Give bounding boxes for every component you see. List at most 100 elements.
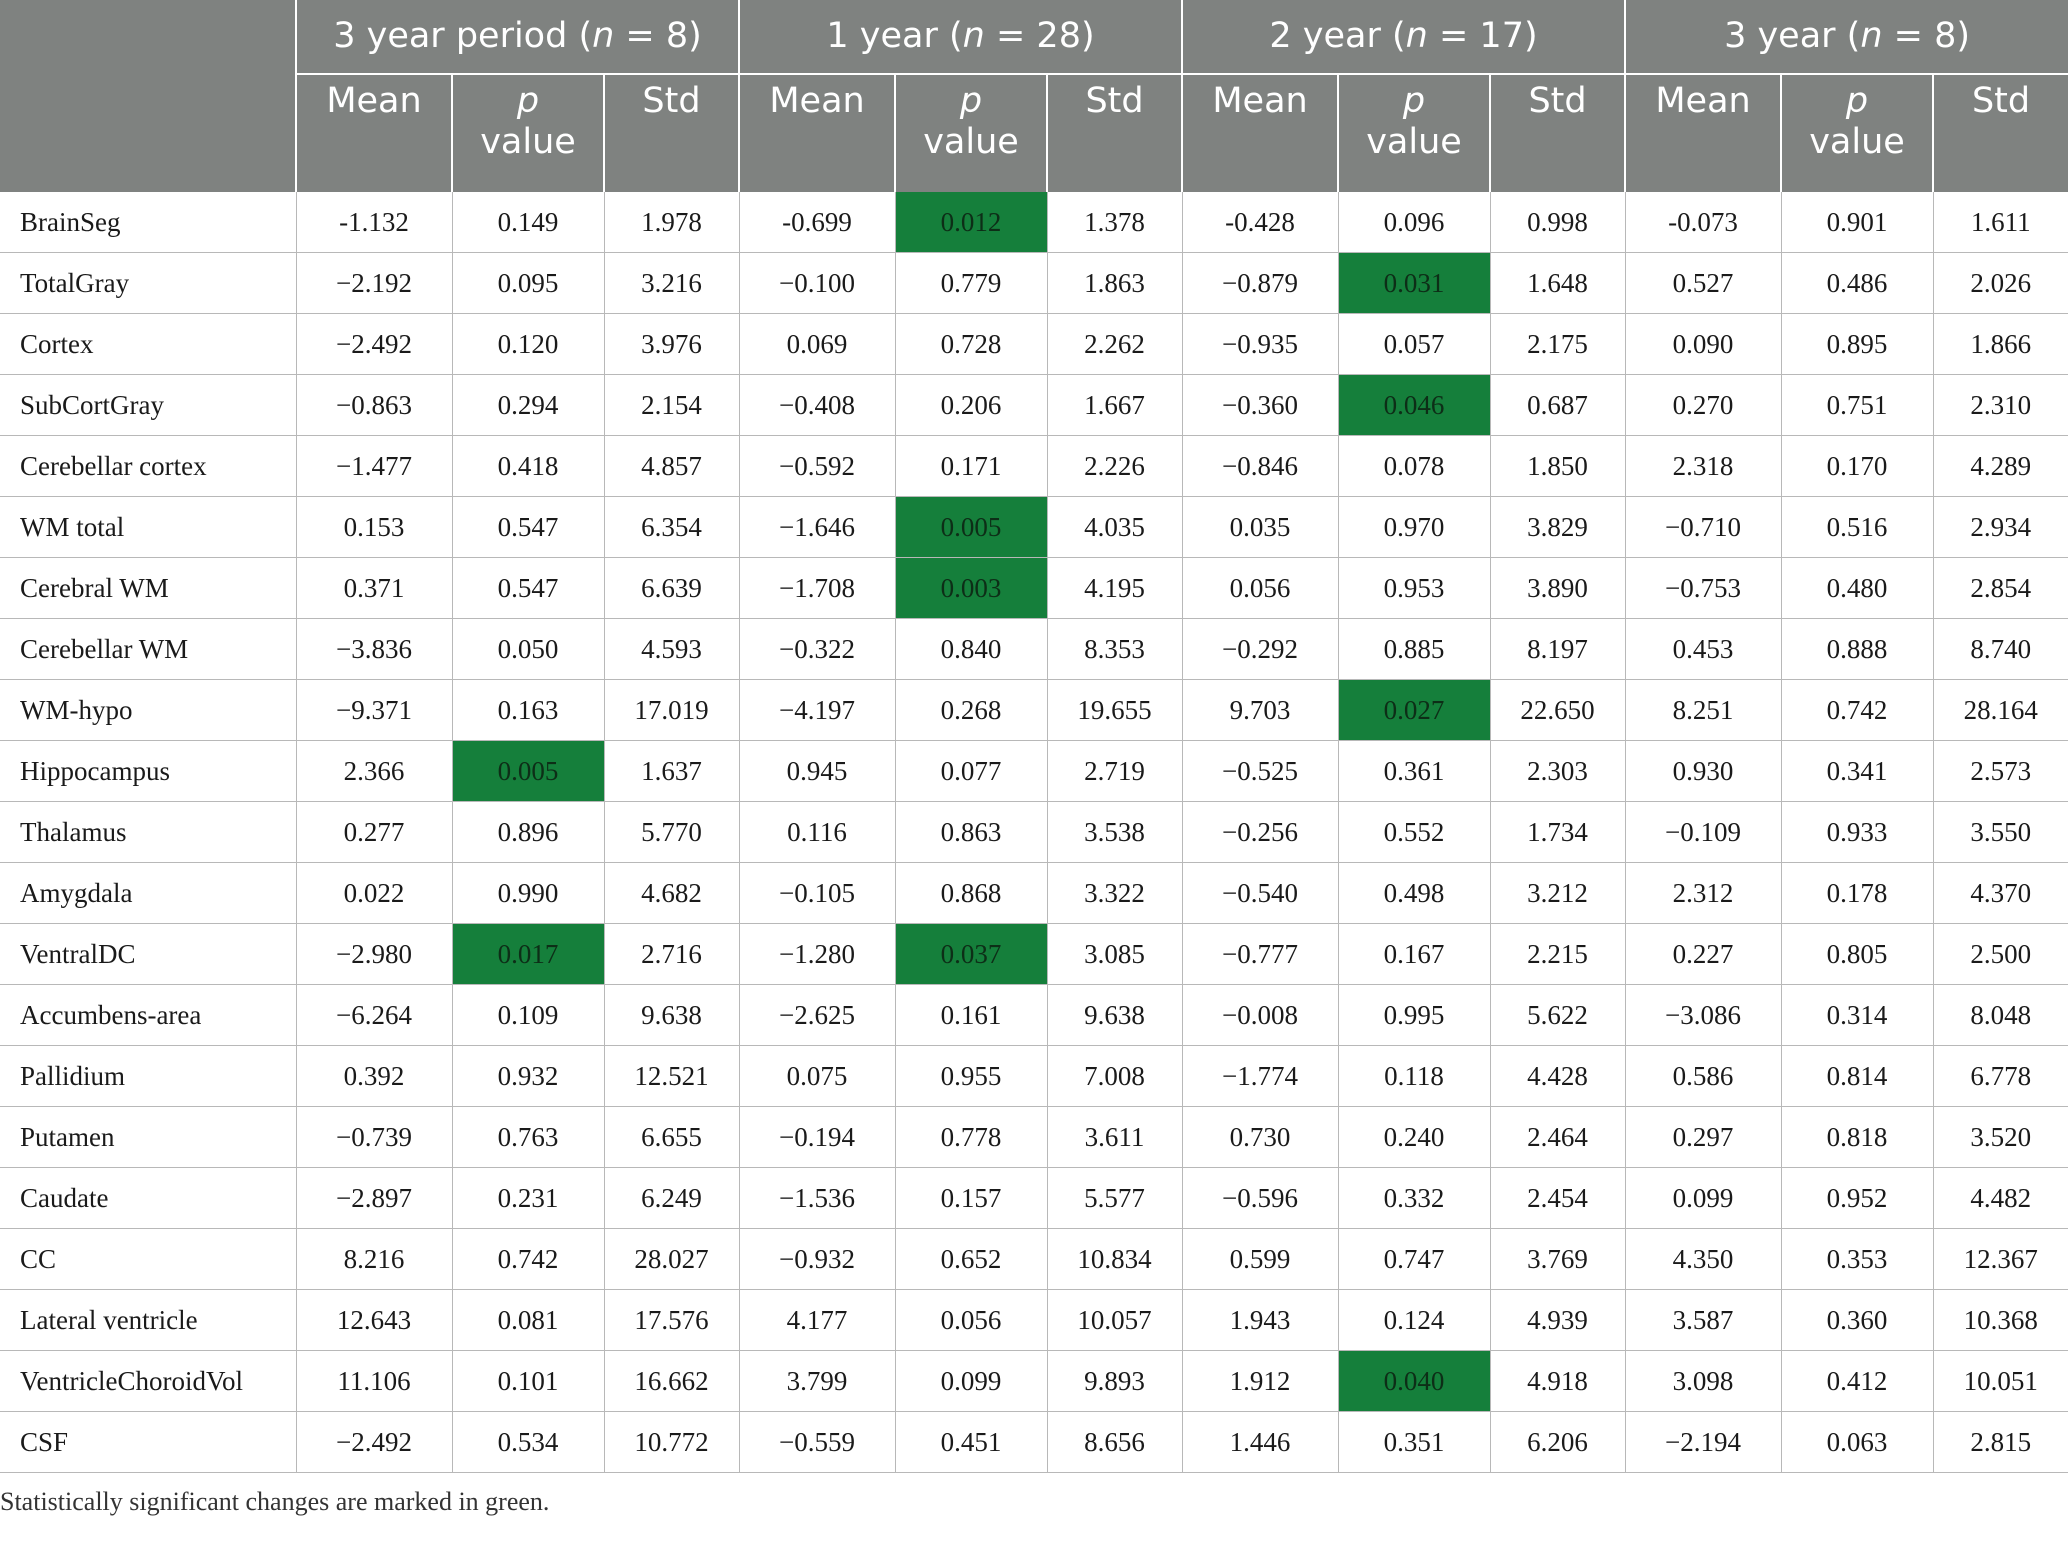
row-label: Putamen	[0, 1106, 297, 1168]
row-label: CC	[0, 1228, 297, 1290]
mean-cell: 11.106	[295, 1350, 453, 1412]
table-header: 3 year period (n = 8) 1 year (n = 28) 2 ye…	[0, 0, 2068, 192]
p-value-cell: 0.353	[1780, 1228, 1934, 1290]
mean-cell: 0.945	[738, 740, 896, 802]
std-cell: 28.027	[603, 1228, 740, 1290]
mean-cell: 0.599	[1181, 1228, 1339, 1290]
p-value-cell: 0.050	[451, 618, 605, 680]
mean-cell: −1.477	[295, 435, 453, 497]
row-label: Cortex	[0, 313, 297, 375]
mean-cell: 0.453	[1624, 618, 1782, 680]
std-cell: 6.639	[603, 557, 740, 619]
p-value-cell: 0.498	[1337, 862, 1491, 924]
p-value-cell: 0.351	[1337, 1411, 1491, 1473]
std-cell: 10.772	[603, 1411, 740, 1473]
table-row: TotalGray −2.192 0.095 3.216 −0.100 0.779 1.86…	[0, 252, 2068, 314]
mean-cell: −0.109	[1624, 801, 1782, 863]
p-value-cell: 0.552	[1337, 801, 1491, 863]
std-cell: 4.289	[1932, 435, 2068, 497]
row-label: WM total	[0, 496, 297, 558]
p-value-cell: 0.953	[1337, 557, 1491, 619]
mean-cell: −2.192	[295, 252, 453, 314]
std-cell: 5.622	[1489, 984, 1626, 1046]
std-cell: 3.212	[1489, 862, 1626, 924]
p-value-cell: 0.486	[1780, 252, 1934, 314]
p-value-cell: 0.534	[451, 1411, 605, 1473]
std-cell: 2.026	[1932, 252, 2068, 314]
p-value-cell: 0.888	[1780, 618, 1934, 680]
p-value-cell: 0.163	[451, 679, 605, 741]
p-value-cell: 0.778	[894, 1106, 1048, 1168]
significant-p-value-cell: 0.003	[894, 557, 1048, 619]
mean-cell: −0.100	[738, 252, 896, 314]
std-cell: 1.850	[1489, 435, 1626, 497]
p-value-cell: 0.120	[451, 313, 605, 375]
std-cell: 6.206	[1489, 1411, 1626, 1473]
std-cell: 5.577	[1046, 1167, 1183, 1229]
p-value-cell: 0.901	[1780, 192, 1934, 253]
mean-cell: −0.256	[1181, 801, 1339, 863]
std-cell: 2.262	[1046, 313, 1183, 375]
std-cell: 1.611	[1932, 192, 2068, 253]
p-value-cell: 0.751	[1780, 374, 1934, 436]
std-cell: 2.454	[1489, 1167, 1626, 1229]
std-cell: 1.863	[1046, 252, 1183, 314]
p-value-cell: 0.763	[451, 1106, 605, 1168]
mean-cell: −0.932	[738, 1228, 896, 1290]
std-cell: 2.854	[1932, 557, 2068, 619]
p-value-cell: 0.868	[894, 862, 1048, 924]
mean-cell: -0.073	[1624, 192, 1782, 253]
mean-cell: −1.280	[738, 923, 896, 985]
row-label: Amygdala	[0, 862, 297, 924]
mean-cell: −0.105	[738, 862, 896, 924]
p-value-cell: 0.805	[1780, 923, 1934, 985]
table-row: Cerebellar WM −3.836 0.050 4.593 −0.322 0.840…	[0, 618, 2068, 680]
row-label: BrainSeg	[0, 192, 297, 253]
mean-cell: −0.753	[1624, 557, 1782, 619]
table-row: Cortex −2.492 0.120 3.976 0.069 0.728 2.262 −0.…	[0, 313, 2068, 375]
std-cell: 2.719	[1046, 740, 1183, 802]
row-label: VentricleChoroidVol	[0, 1350, 297, 1412]
std-cell: 4.939	[1489, 1289, 1626, 1351]
mean-cell: −1.646	[738, 496, 896, 558]
table-row: VentricleChoroidVol 11.106 0.101 16.662 3.79…	[0, 1350, 2068, 1412]
group-header: 3 year period (n = 8)	[294, 0, 740, 74]
std-cell: 0.998	[1489, 192, 1626, 253]
table-row: WM total 0.153 0.547 6.354 −1.646 0.005 4.035 0…	[0, 496, 2068, 558]
std-cell: 1.378	[1046, 192, 1183, 253]
mean-cell: 3.587	[1624, 1289, 1782, 1351]
std-cell: 1.648	[1489, 252, 1626, 314]
std-cell: 1.637	[603, 740, 740, 802]
mean-cell: 0.277	[295, 801, 453, 863]
std-cell: 8.048	[1932, 984, 2068, 1046]
row-label: Thalamus	[0, 801, 297, 863]
mean-cell: −1.536	[738, 1167, 896, 1229]
p-value-cell: 0.412	[1780, 1350, 1934, 1412]
std-cell: 10.051	[1932, 1350, 2068, 1412]
table-row: Cerebral WM 0.371 0.547 6.639 −1.708 0.003 4.1…	[0, 557, 2068, 619]
p-value-cell: 0.157	[894, 1167, 1048, 1229]
std-cell: 2.154	[603, 374, 740, 436]
p-value-cell: 0.516	[1780, 496, 1934, 558]
std-cell: 3.976	[603, 313, 740, 375]
p-value-column-header: p value	[1337, 73, 1491, 192]
p-value-cell: 0.652	[894, 1228, 1048, 1290]
mean-cell: 9.703	[1181, 679, 1339, 741]
mean-cell: 8.216	[295, 1228, 453, 1290]
mean-cell: −0.008	[1181, 984, 1339, 1046]
mean-cell: −2.897	[295, 1167, 453, 1229]
std-cell: 2.226	[1046, 435, 1183, 497]
row-label: WM-hypo	[0, 679, 297, 741]
mean-cell: 2.318	[1624, 435, 1782, 497]
p-value-cell: 0.056	[894, 1289, 1048, 1351]
mean-cell: 1.446	[1181, 1411, 1339, 1473]
p-value-cell: 0.840	[894, 618, 1048, 680]
mean-cell: −0.360	[1181, 374, 1339, 436]
std-cell: 2.464	[1489, 1106, 1626, 1168]
std-cell: 3.538	[1046, 801, 1183, 863]
row-label: CSF	[0, 1411, 297, 1473]
p-value-cell: 0.332	[1337, 1167, 1491, 1229]
mean-cell: 0.371	[295, 557, 453, 619]
significant-p-value-cell: 0.012	[894, 192, 1048, 253]
